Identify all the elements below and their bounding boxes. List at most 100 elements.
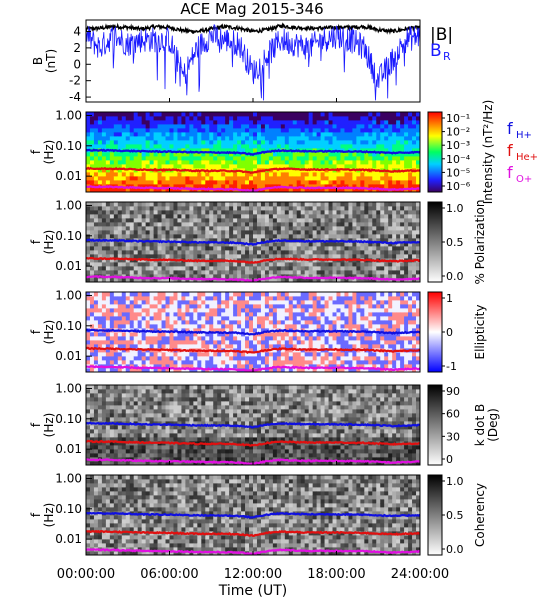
spectrogram-cell (229, 304, 234, 309)
spectrogram-cell (292, 144, 298, 149)
spectrogram-cell (213, 214, 218, 219)
spectrogram-cell (205, 234, 210, 239)
spectrogram-cell (165, 274, 170, 279)
spectrogram-cell (129, 360, 135, 365)
spectrogram-cell (272, 128, 278, 133)
spectrogram-cell (344, 332, 349, 337)
spectrogram-cell (169, 308, 174, 313)
spectrogram-cell (400, 136, 405, 141)
spectrogram-cell (300, 164, 306, 169)
spectrogram-cell (388, 250, 393, 255)
colorbar-tick-label: 1.0 (446, 202, 464, 215)
plot-area (86, 20, 420, 102)
spectrogram-cell (340, 242, 345, 247)
spectrogram-cell (141, 312, 147, 317)
spectrogram-cell (264, 304, 270, 309)
spectrogram-cell (185, 340, 190, 345)
spectrogram-cell (197, 172, 202, 177)
spectrogram-cell (89, 356, 95, 361)
spectrogram-cell (157, 254, 162, 259)
spectrogram-cell (340, 218, 345, 223)
spectrogram-cell (137, 214, 143, 219)
spectrogram-cell (328, 262, 333, 267)
spectrogram-cell (249, 254, 254, 259)
spectrogram-cell (276, 116, 282, 121)
spectrogram-cell (121, 164, 127, 169)
spectrogram-cell (245, 262, 250, 267)
spectrogram-cell (229, 300, 234, 305)
spectrogram-cell (177, 238, 182, 243)
spectrogram-cell (217, 164, 222, 169)
spectrogram-cell (193, 234, 198, 239)
spectrogram-cell (312, 238, 318, 243)
spectrogram-cell (368, 296, 373, 301)
spectrogram-cell (165, 222, 170, 227)
spectrogram-cell (93, 222, 99, 227)
spectrogram-cell (380, 136, 385, 141)
spectrogram-cell (308, 226, 314, 231)
spectrogram-cell (316, 356, 321, 361)
spectrogram-cell (332, 332, 337, 337)
spectrogram-cell (249, 340, 254, 345)
spectrogram-cell (93, 340, 99, 345)
spectrogram-cell (101, 112, 107, 117)
spectrogram-cell (280, 202, 286, 207)
spectrogram-cell (157, 132, 162, 137)
spectrogram-cell (384, 144, 389, 149)
spectrogram-cell (189, 304, 194, 309)
spectrogram-cell (300, 210, 306, 215)
spectrogram-cell (109, 112, 115, 117)
spectrogram-cell (408, 262, 413, 267)
spectrogram-cell (352, 226, 357, 231)
spectrogram-cell (384, 308, 389, 313)
spectrogram-cell (209, 152, 214, 157)
spectrogram-cell (173, 336, 178, 341)
spectrogram-cell (109, 136, 115, 141)
spectrogram-cell (332, 112, 337, 117)
spectrogram-cell (332, 300, 337, 305)
spectrogram-cell (165, 148, 170, 153)
spectrogram-cell (344, 308, 349, 313)
spectrogram-cell (364, 324, 369, 329)
spectrogram-cell (105, 218, 111, 223)
y-axis-label-line1: f (29, 149, 43, 154)
spectrogram-cell (205, 336, 210, 341)
spectrogram-cell (205, 132, 210, 137)
spectrogram-cell (380, 218, 385, 223)
spectrogram-cell (229, 226, 234, 231)
spectrogram-cell (97, 234, 103, 239)
spectrogram-cell (181, 238, 186, 243)
spectrogram-cell (372, 148, 377, 153)
spectrogram-cell (408, 160, 413, 165)
spectrogram-cell (392, 152, 397, 157)
spectrogram-cell (260, 132, 266, 137)
spectrogram-cell (113, 120, 119, 125)
spectrogram-cell (300, 324, 306, 329)
spectrogram-cell (221, 316, 226, 321)
spectrogram-cell (380, 304, 385, 309)
spectrogram-cell (312, 296, 318, 301)
spectrogram-cell (109, 172, 115, 177)
spectrogram-cell (89, 120, 95, 125)
spectrogram-cell (264, 262, 270, 267)
spectrogram-cell (157, 184, 162, 189)
spectrogram-cell (256, 124, 262, 129)
spectrogram-cell (352, 210, 357, 215)
spectrogram-cell (256, 274, 262, 279)
spectrogram-cell (193, 206, 198, 211)
spectrogram-cell (205, 214, 210, 219)
spectrogram-cell (356, 336, 361, 341)
spectrogram-cell (225, 308, 230, 313)
spectrogram-cell (181, 124, 186, 129)
spectrogram-cell (86, 320, 91, 325)
spectrogram-cell (352, 152, 357, 157)
spectrogram-cell (296, 308, 302, 313)
spectrogram-cell (197, 254, 202, 259)
spectrogram-cell (137, 132, 143, 137)
spectrogram-cell (296, 152, 302, 157)
spectrogram-cell (161, 278, 166, 283)
spectrogram-cell (312, 356, 318, 361)
spectrogram-cell (93, 180, 99, 185)
spectrogram-cell (352, 254, 357, 259)
